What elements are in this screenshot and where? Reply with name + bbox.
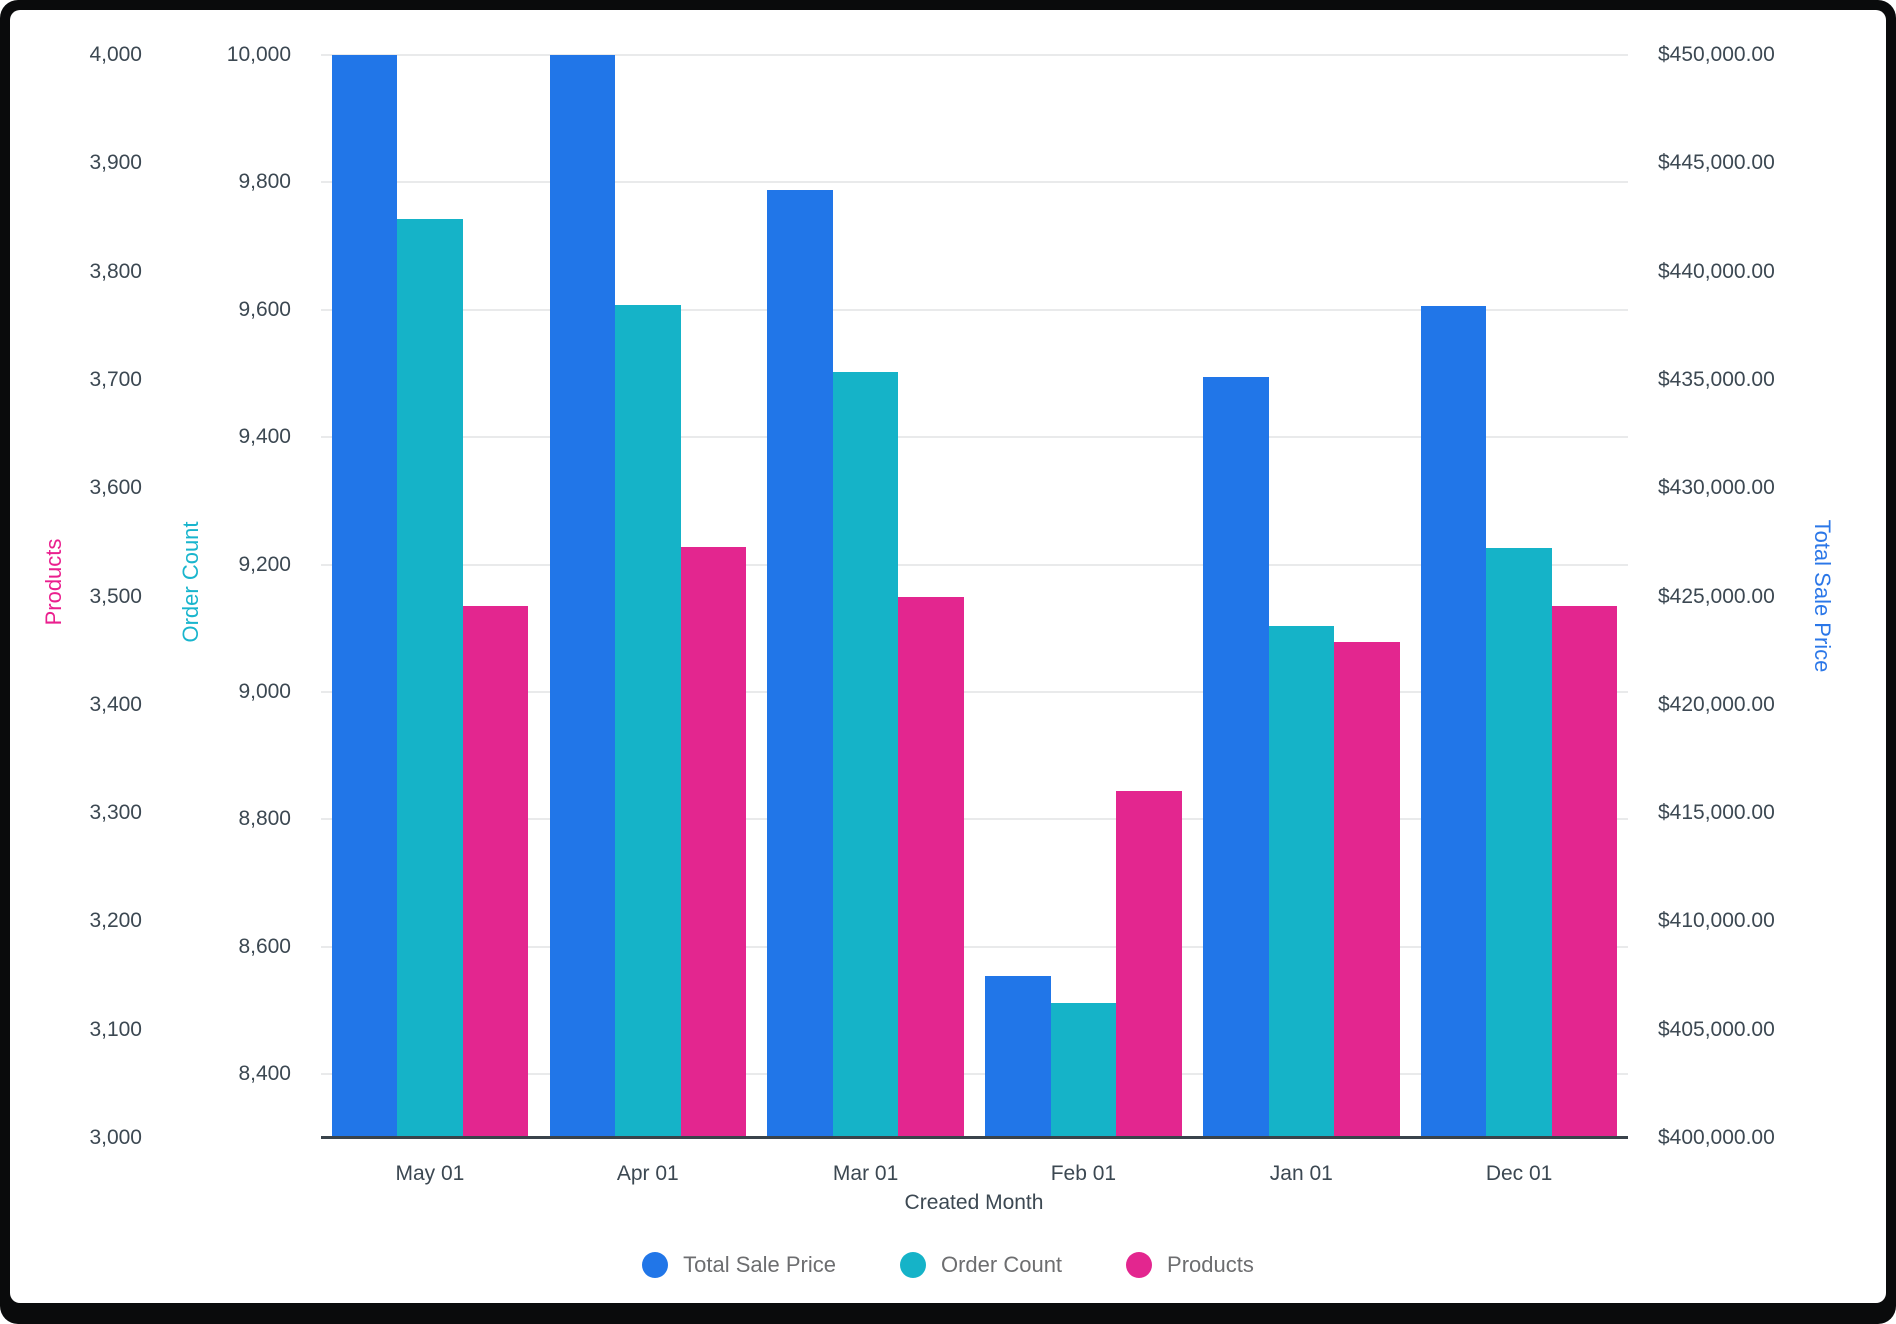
- legend-item-products[interactable]: Products: [1126, 1252, 1254, 1278]
- bar-order-count-feb-01[interactable]: [1050, 1002, 1117, 1138]
- gridline: [321, 181, 1628, 183]
- y-tick-price: $410,000.00: [1658, 909, 1775, 932]
- y-tick-products: 3,700: [89, 368, 142, 391]
- y-tick-order: 9,400: [238, 425, 291, 448]
- y-tick-products: 4,000: [89, 43, 142, 66]
- y-tick-products: 3,500: [89, 585, 142, 608]
- y-tick-price: $420,000.00: [1658, 693, 1775, 716]
- legend-item-order-count[interactable]: Order Count: [899, 1252, 1063, 1278]
- y-tick-products: 3,000: [89, 1126, 142, 1149]
- x-tick-may-01: May 01: [395, 1162, 465, 1185]
- legend-marker-icon: [899, 1252, 926, 1278]
- y-tick-price: $440,000.00: [1658, 260, 1775, 283]
- y-axis-title-order-count: Order Count: [178, 521, 203, 643]
- bar-products-mar-01[interactable]: [898, 596, 964, 1138]
- bar-order-count-dec-01[interactable]: [1486, 548, 1552, 1138]
- y-axis-title-total-sale-price: Total Sale Price: [1810, 519, 1835, 673]
- bar-total-sale-price-apr-01[interactable]: [549, 55, 615, 1138]
- bar-order-count-jan-01[interactable]: [1268, 625, 1334, 1138]
- legend-label: Order Count: [940, 1252, 1063, 1277]
- y-tick-price: $415,000.00: [1658, 801, 1775, 824]
- y-tick-products: 3,900: [89, 151, 142, 174]
- bar-order-count-may-01[interactable]: [397, 219, 463, 1138]
- x-tick-feb-01: Feb 01: [1050, 1162, 1117, 1185]
- bar-total-sale-price-dec-01[interactable]: [1420, 306, 1487, 1138]
- legend-marker-icon: [1126, 1252, 1153, 1278]
- y-tick-price: $405,000.00: [1658, 1018, 1775, 1041]
- y-tick-order: 8,600: [238, 935, 291, 958]
- y-tick-price: $400,000.00: [1658, 1126, 1775, 1149]
- bar-products-feb-01[interactable]: [1116, 791, 1182, 1138]
- gridline: [321, 309, 1628, 311]
- y-tick-price: $450,000.00: [1658, 43, 1775, 66]
- bar-products-dec-01[interactable]: [1551, 606, 1618, 1138]
- bar-total-sale-price-may-01[interactable]: [331, 55, 398, 1138]
- bar-products-jan-01[interactable]: [1334, 642, 1400, 1138]
- y-tick-order: 8,400: [238, 1062, 291, 1085]
- y-tick-order: 9,200: [238, 553, 291, 576]
- legend-item-total-sale-price[interactable]: Total Sale Price: [642, 1252, 836, 1278]
- y-tick-price: $425,000.00: [1658, 585, 1775, 608]
- y-tick-products: 3,800: [89, 260, 142, 283]
- bar-products-may-01[interactable]: [462, 606, 529, 1138]
- x-tick-apr-01: Apr 01: [616, 1162, 679, 1185]
- y-tick-products: 3,200: [89, 909, 142, 932]
- y-tick-products: 3,300: [89, 801, 142, 824]
- y-axis-title-products: Products: [41, 538, 66, 626]
- x-axis-title: Created Month: [904, 1191, 1044, 1214]
- y-tick-order: 9,000: [238, 680, 291, 703]
- y-tick-products: 3,400: [89, 693, 142, 716]
- y-tick-order: 10,000: [226, 43, 291, 66]
- bar-order-count-mar-01[interactable]: [832, 372, 899, 1138]
- bar-total-sale-price-jan-01[interactable]: [1203, 376, 1269, 1138]
- gridline: [321, 1073, 1628, 1075]
- bar-products-apr-01[interactable]: [680, 546, 746, 1138]
- y-tick-products: 3,100: [89, 1018, 142, 1041]
- y-tick-order: 9,600: [238, 298, 291, 321]
- y-tick-order: 8,800: [238, 807, 291, 830]
- gridline: [321, 564, 1628, 566]
- x-tick-jan-01: Jan 01: [1269, 1162, 1333, 1185]
- x-tick-dec-01: Dec 01: [1485, 1162, 1553, 1185]
- y-tick-price: $435,000.00: [1658, 368, 1775, 391]
- y-tick-price: $430,000.00: [1658, 476, 1775, 499]
- x-tick-mar-01: Mar 01: [832, 1162, 899, 1185]
- gridline: [321, 818, 1628, 820]
- legend: Total Sale Price Order Count Products: [0, 1252, 1896, 1278]
- legend-marker-icon: [642, 1252, 669, 1278]
- gridline: [321, 54, 1628, 56]
- gridline: [321, 436, 1628, 438]
- y-tick-order: 9,800: [238, 170, 291, 193]
- bar-total-sale-price-feb-01[interactable]: [985, 975, 1051, 1138]
- x-axis-line: [321, 1136, 1628, 1139]
- gridline: [321, 946, 1628, 948]
- y-tick-products: 3,600: [89, 476, 142, 499]
- legend-label: Products: [1167, 1252, 1254, 1277]
- legend-label: Total Sale Price: [683, 1252, 836, 1277]
- bar-total-sale-price-mar-01[interactable]: [767, 190, 833, 1138]
- bar-order-count-apr-01[interactable]: [615, 304, 681, 1138]
- y-tick-price: $445,000.00: [1658, 151, 1775, 174]
- gridline: [321, 691, 1628, 693]
